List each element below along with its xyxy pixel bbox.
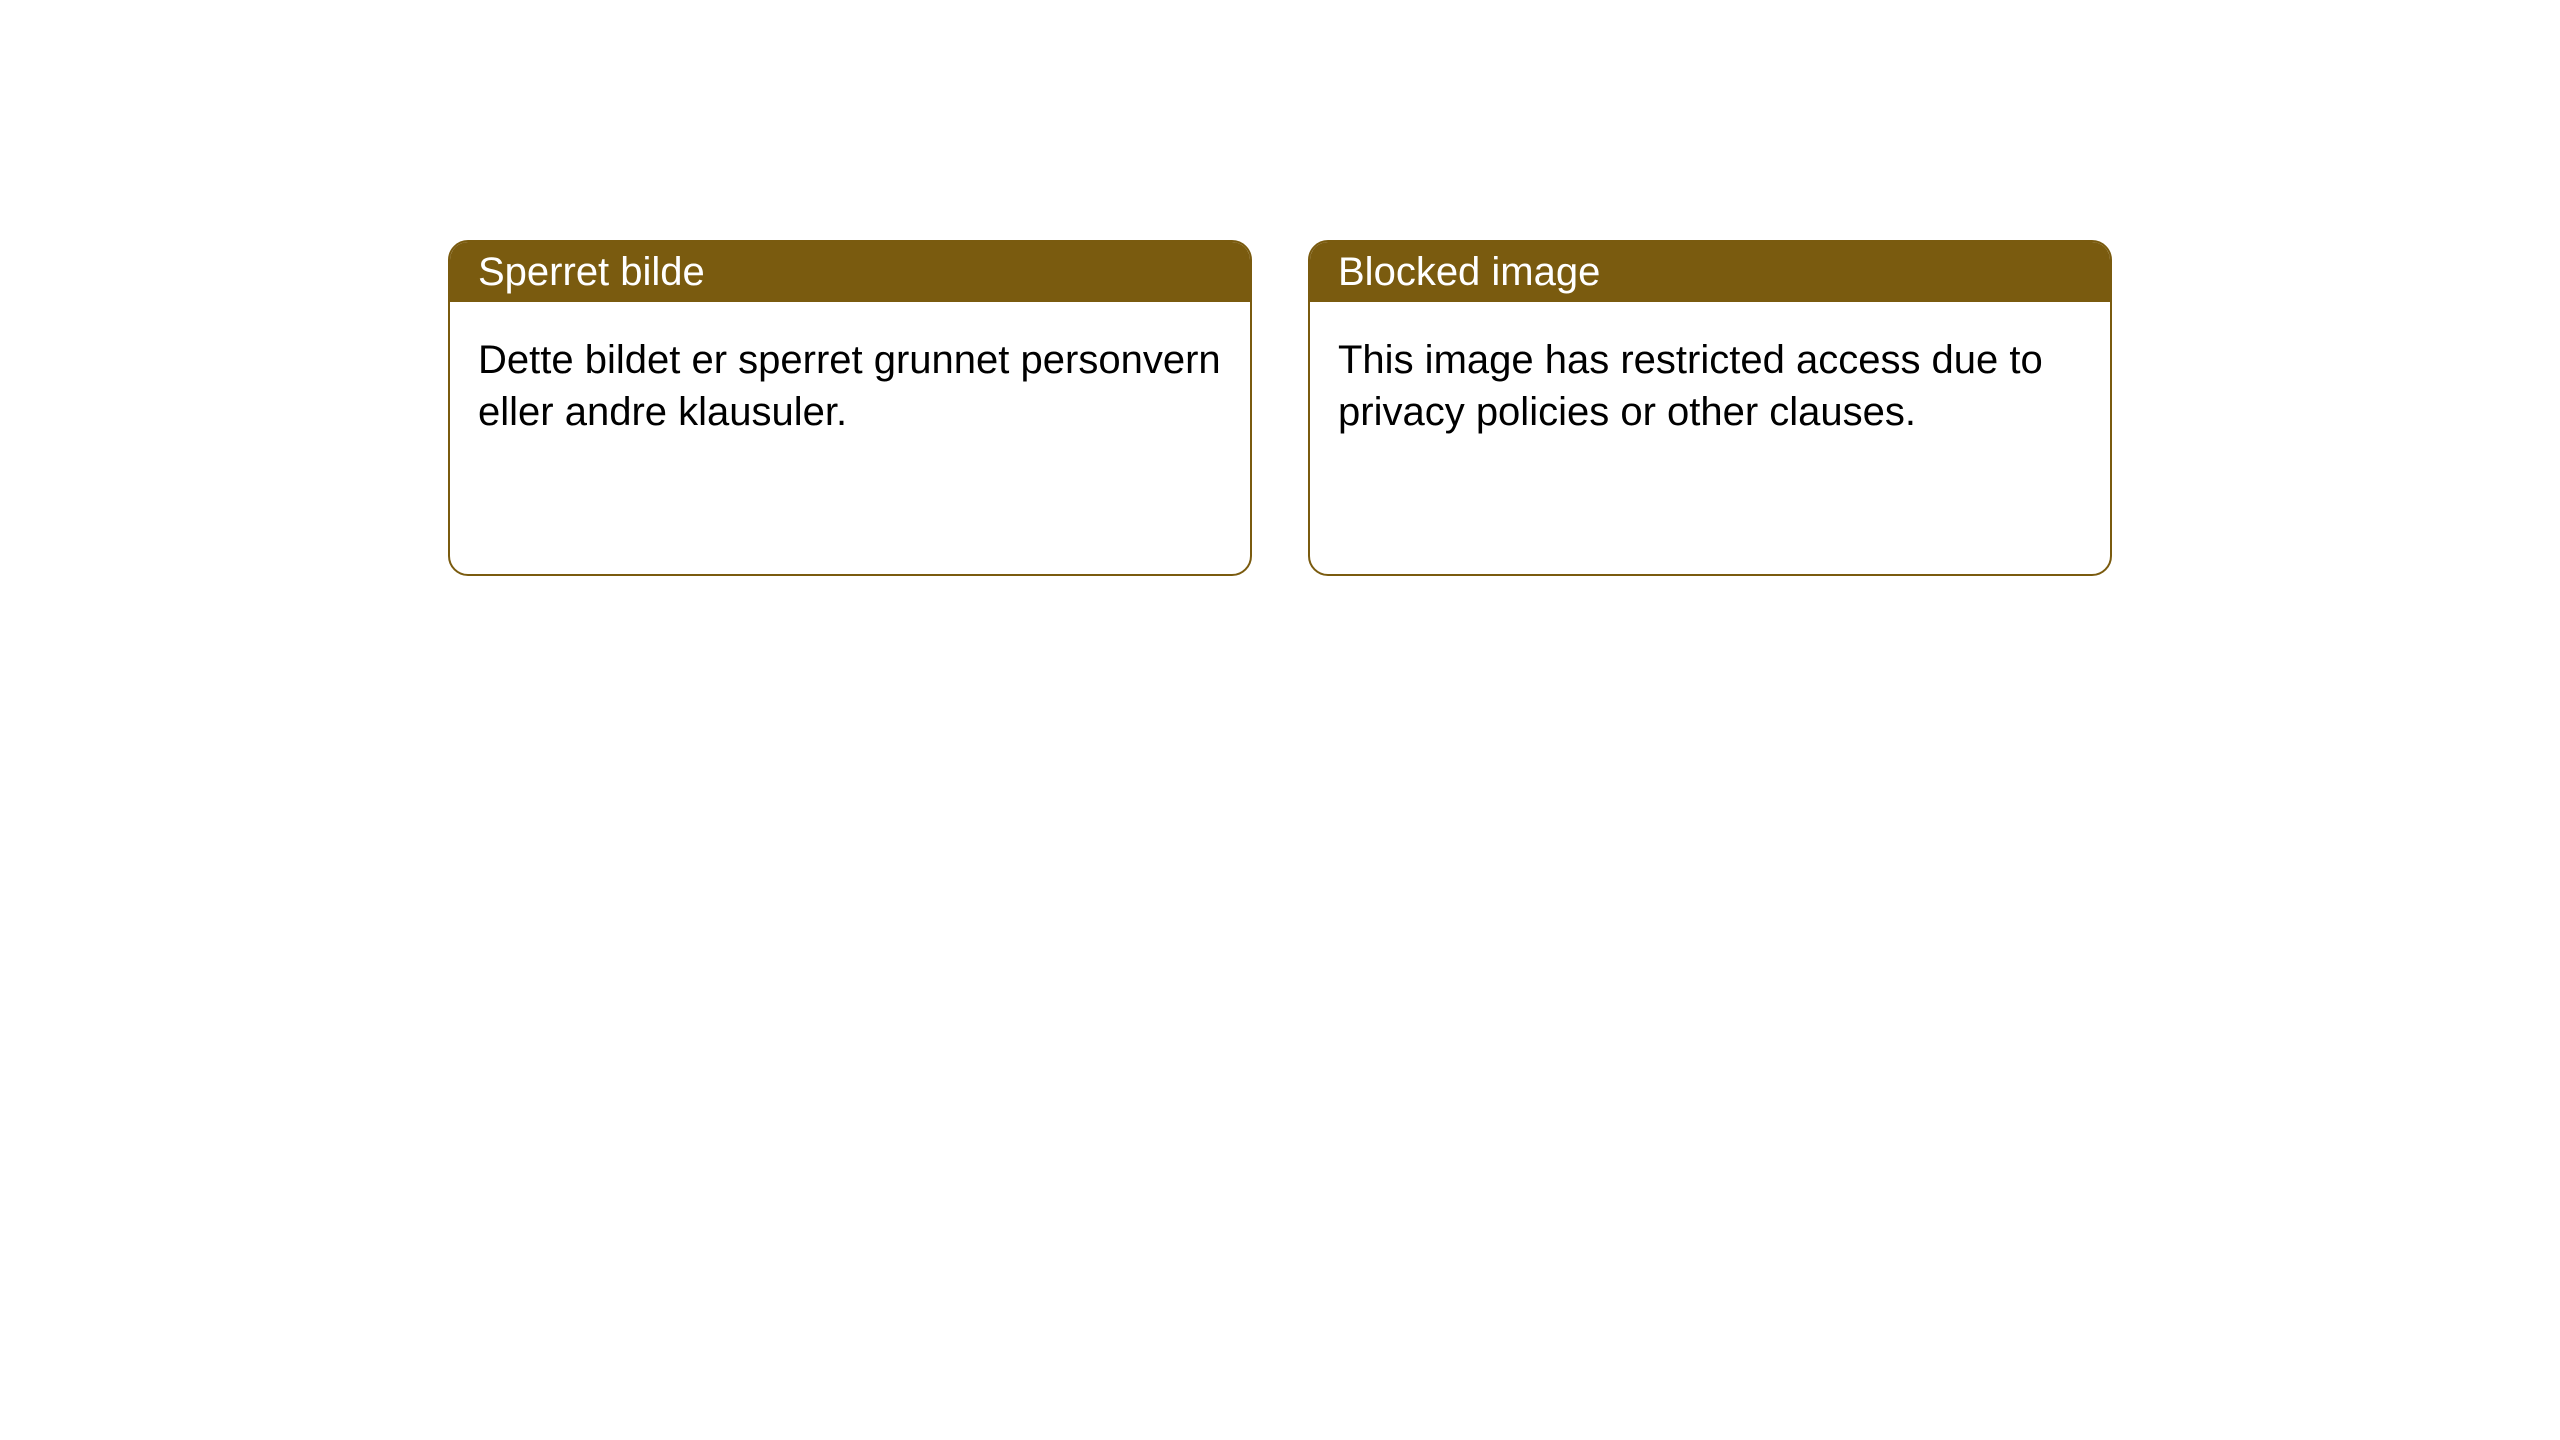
notice-title-english: Blocked image [1310, 242, 2110, 302]
notice-card-norwegian: Sperret bilde Dette bildet er sperret gr… [448, 240, 1252, 576]
notice-cards-container: Sperret bilde Dette bildet er sperret gr… [448, 240, 2560, 576]
notice-title-norwegian: Sperret bilde [450, 242, 1250, 302]
notice-body-norwegian: Dette bildet er sperret grunnet personve… [450, 302, 1250, 470]
notice-card-english: Blocked image This image has restricted … [1308, 240, 2112, 576]
notice-body-english: This image has restricted access due to … [1310, 302, 2110, 470]
